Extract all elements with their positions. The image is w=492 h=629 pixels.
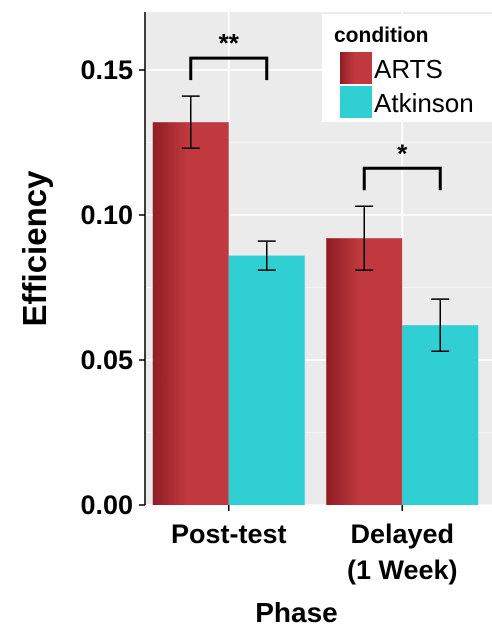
legend-key-atkinson xyxy=(340,86,372,118)
y-tick-label: 0.05 xyxy=(80,345,133,375)
significance-bracket xyxy=(189,56,269,81)
legend-key-arts xyxy=(340,52,372,84)
y-tick-label: 0.00 xyxy=(80,490,133,520)
significance-label: * xyxy=(397,138,408,168)
x-tick-label: (1 Week) xyxy=(347,555,458,585)
bar-arts-1[interactable] xyxy=(326,238,403,505)
bar-atkinson-0[interactable] xyxy=(228,255,305,505)
significance-bracket xyxy=(362,166,442,191)
y-tick-label: 0.10 xyxy=(80,200,133,230)
x-axis-title: Phase xyxy=(255,597,338,628)
significance-label: ** xyxy=(219,28,240,58)
bar-atkinson-1[interactable] xyxy=(402,325,479,505)
y-tick-label: 0.15 xyxy=(80,55,133,85)
legend-label-atkinson: Atkinson xyxy=(374,88,474,118)
legend-title: condition xyxy=(334,24,428,47)
x-tick-label: Post-test xyxy=(171,519,287,549)
y-axis-title: Efficiency xyxy=(16,170,53,327)
bar-arts-0[interactable] xyxy=(152,122,229,505)
legend-label-arts: ARTS xyxy=(374,54,443,84)
x-tick-label: Delayed xyxy=(350,519,454,549)
